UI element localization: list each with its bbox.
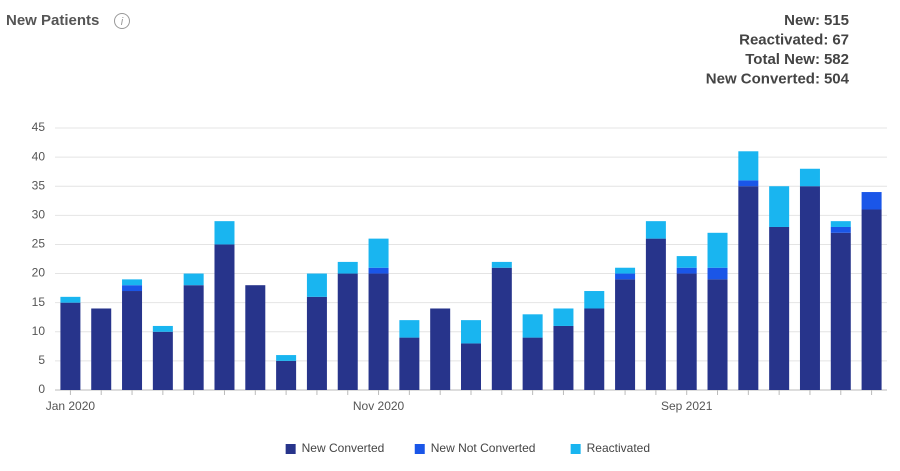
summary-line: Reactivated: 67 xyxy=(739,31,849,48)
bar-segment xyxy=(245,285,266,390)
bar-segment xyxy=(60,296,81,303)
bar-segment xyxy=(183,285,204,390)
bar-segment xyxy=(522,314,543,338)
summary-label: Reactivated: xyxy=(739,31,828,48)
bar-segment xyxy=(337,261,358,274)
y-tick-label: 40 xyxy=(32,149,46,163)
plot: 0 5 10 15 20 25 30 35 40 45 Jan 2020 Nov 2020 Sep 20… xyxy=(32,120,887,413)
bar-segment xyxy=(337,273,358,390)
bar-segment xyxy=(738,186,759,390)
summary-value: 515 xyxy=(824,12,849,29)
bar-segment xyxy=(738,151,759,181)
y-tick-label: 45 xyxy=(32,120,46,134)
y-tick-label: 0 xyxy=(38,382,45,396)
bar-segment xyxy=(461,343,481,390)
bar-segment xyxy=(91,308,112,390)
summary-line: New: 515 xyxy=(784,12,849,29)
bar-segment xyxy=(830,221,851,227)
bar-segment xyxy=(491,261,512,268)
bar-segment xyxy=(799,168,820,187)
bar-segment xyxy=(861,192,882,210)
y-tick-label: 15 xyxy=(32,295,46,309)
summary-label: Total New: xyxy=(745,51,820,68)
bar-segment xyxy=(399,320,420,338)
bar-segment xyxy=(368,273,389,390)
bar-segment xyxy=(738,180,759,187)
bar-segment xyxy=(430,308,451,390)
bar-segment xyxy=(522,337,543,390)
svg-text:i: i xyxy=(121,16,124,28)
y-tick-label: 30 xyxy=(32,208,46,222)
bar-segment xyxy=(769,186,790,227)
summary-line: Total New: 582 xyxy=(745,51,849,68)
bar-segment xyxy=(152,331,173,390)
bar-segment xyxy=(553,325,574,390)
bar-segment xyxy=(399,337,420,390)
info-icon[interactable]: i xyxy=(114,13,130,29)
legend-label: Reactivated xyxy=(587,441,650,455)
bar-segment xyxy=(461,320,481,344)
bar-segment xyxy=(306,296,327,390)
bar-segment xyxy=(861,209,882,390)
bar-segment xyxy=(368,238,389,268)
bar-segment xyxy=(707,232,728,268)
bar-segment xyxy=(615,273,636,280)
summary-line: New Converted: 504 xyxy=(706,70,850,87)
bar-segment xyxy=(645,238,666,390)
y-tick-label: 25 xyxy=(32,237,46,251)
widget-title: New Patients xyxy=(6,12,99,29)
bar-segment xyxy=(645,221,666,239)
bar-segment xyxy=(183,273,204,286)
bar-segment xyxy=(676,267,697,274)
bar-segment xyxy=(584,291,605,309)
bar-segment xyxy=(553,308,574,326)
bar-segment xyxy=(676,256,697,268)
bar-segment xyxy=(584,308,605,390)
y-tick-label: 10 xyxy=(32,324,46,338)
legend-swatch xyxy=(570,444,581,454)
bar-segment xyxy=(676,273,697,390)
bar-segment xyxy=(769,226,790,390)
bar-segment xyxy=(615,267,636,274)
legend-swatch xyxy=(414,444,425,454)
summary-value: 582 xyxy=(824,51,849,68)
bar-segment xyxy=(491,267,512,390)
summary-value: 504 xyxy=(824,70,850,87)
y-tick-label: 5 xyxy=(38,353,45,367)
bar-segment xyxy=(122,279,143,286)
x-tick-label: Nov 2020 xyxy=(353,399,405,413)
y-tick-label: 20 xyxy=(32,266,46,280)
bar-segment xyxy=(60,302,81,390)
legend: New Converted New Not Converted Reactivate… xyxy=(285,441,650,455)
bar-segment xyxy=(306,273,327,297)
summary-label: New Converted: xyxy=(706,70,820,87)
bar-segment xyxy=(214,244,235,390)
bar-segment xyxy=(152,325,173,332)
y-tick-label: 35 xyxy=(32,178,46,192)
bar-segment xyxy=(707,279,728,390)
summary-value: 67 xyxy=(832,31,849,48)
bar-segment xyxy=(276,355,297,361)
summary-label: New: xyxy=(784,12,820,29)
x-tick-label: Sep 2021 xyxy=(661,399,713,413)
bar-segment xyxy=(214,221,235,245)
bar-segment xyxy=(368,267,389,274)
legend-swatch xyxy=(285,444,296,454)
legend-label: New Converted xyxy=(302,441,385,455)
legend-label: New Not Converted xyxy=(431,441,536,455)
bar-segment xyxy=(830,232,851,390)
bar-segment xyxy=(830,226,851,233)
bar-segment xyxy=(615,279,636,390)
x-tick-label: Jan 2020 xyxy=(46,399,96,413)
bar-segment xyxy=(707,267,728,280)
bar-segment xyxy=(276,360,297,390)
bar-segment xyxy=(122,285,143,292)
bar-segment xyxy=(799,186,820,390)
bar-segment xyxy=(122,291,143,390)
